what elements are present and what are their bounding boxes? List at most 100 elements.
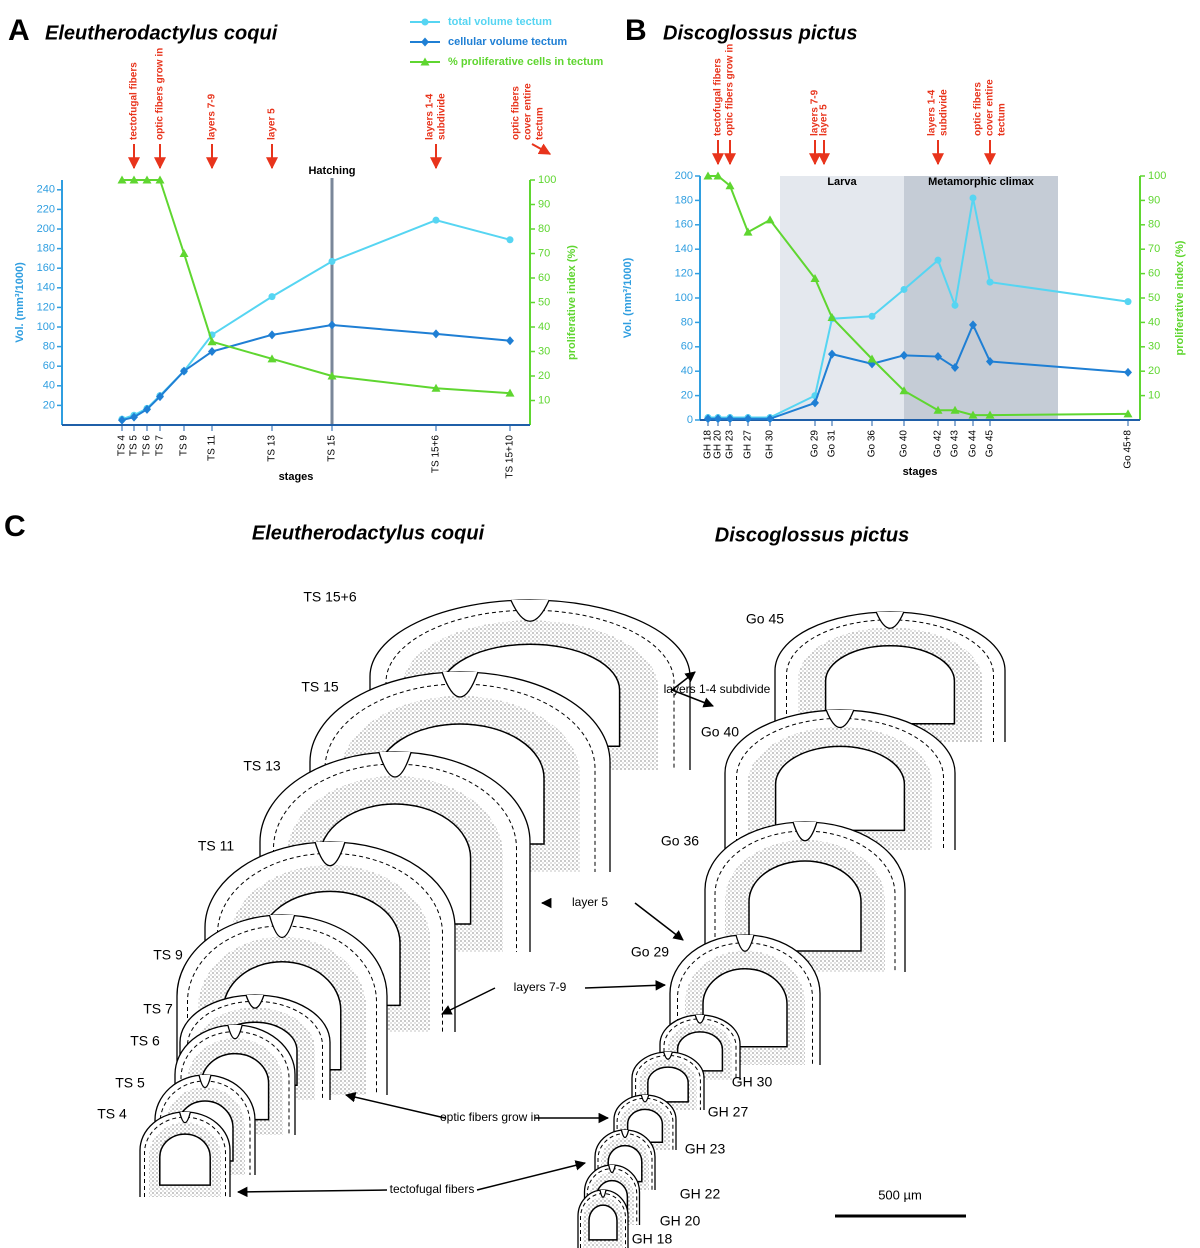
point [180, 366, 188, 376]
x-tick-label: GH 27 [743, 430, 754, 459]
section-layer [663, 1018, 737, 1080]
point [867, 354, 877, 363]
point [179, 249, 189, 257]
panel-letter: B [625, 14, 647, 47]
x-tick-label: TS 15+10 [505, 435, 516, 479]
scale-label: 500 µm [878, 1187, 922, 1202]
series-line [122, 179, 511, 395]
point [743, 227, 753, 236]
period-span [780, 176, 904, 420]
y2-tick-label: 40 [1148, 316, 1160, 328]
section-layer [786, 619, 994, 742]
y-tick-label: 140 [37, 282, 55, 294]
hatching-label: Hatching [308, 165, 355, 177]
y-tick-label: 80 [43, 341, 55, 353]
x-tick-label: Go 44 [968, 430, 979, 458]
y2-tick-label: 20 [538, 370, 550, 382]
y2-tick-label: 30 [1148, 341, 1160, 353]
section-notch [227, 1024, 243, 1040]
x-tick-label: GH 23 [725, 430, 736, 459]
y-tick-label: 40 [681, 365, 693, 377]
point [969, 194, 977, 202]
stage-label: TS 13 [243, 758, 281, 774]
event-label: layer 5 [267, 108, 278, 140]
event-label: tectofugal fibers [713, 58, 724, 136]
x-axis-label: stages [279, 471, 314, 483]
point [143, 404, 151, 414]
y2-tick-label: 20 [1148, 365, 1160, 377]
chart-title: Discoglossus pictus [663, 22, 858, 44]
brain-section [577, 1189, 629, 1248]
point [327, 371, 337, 380]
y-tick-label: 20 [43, 399, 55, 411]
annotation-arrow [344, 1092, 446, 1119]
section-notch [640, 1094, 650, 1103]
section-layer [635, 1054, 701, 1110]
x-tick-label: Go 42 [933, 430, 944, 458]
stage-label: GH 20 [660, 1213, 701, 1229]
y2-axis-label: proliferative index (%) [566, 245, 578, 360]
annotation-arrow [671, 671, 696, 691]
event-label: subdivide [437, 93, 448, 140]
annotation-label: tectofugal fibers [390, 1182, 475, 1196]
panel-letter: A [8, 14, 30, 47]
annotation-arrow [584, 980, 667, 991]
y2-tick-label: 50 [538, 296, 550, 308]
section-notch [599, 1189, 607, 1198]
period-span [904, 176, 1058, 420]
point [328, 257, 336, 265]
point [810, 273, 820, 282]
stage-label: TS 7 [143, 1001, 173, 1017]
point [968, 410, 978, 419]
x-tick-label: GH 30 [765, 430, 776, 459]
event-label: cover entire [985, 79, 996, 136]
point [506, 336, 514, 346]
y-tick-label: 140 [675, 243, 693, 255]
x-tick-label: TS 9 [179, 435, 190, 457]
annotation-label: optic fibers grow in [440, 1110, 540, 1124]
event-label: optic fibers grow in [725, 44, 736, 136]
point [726, 414, 734, 424]
y2-axis-label: proliferative index (%) [1174, 240, 1186, 355]
x-tick-label: Go 29 [810, 430, 821, 458]
point [744, 414, 752, 424]
point [208, 347, 216, 356]
stage-label: TS 6 [130, 1033, 160, 1049]
point [1124, 298, 1132, 306]
x-tick-label: Go 43 [950, 430, 961, 458]
point [828, 349, 836, 359]
section-title: Eleutherodactylus coqui [252, 522, 485, 544]
x-tick-label: Go 40 [899, 430, 910, 458]
point [1124, 367, 1132, 377]
section-notch [378, 751, 412, 778]
point [725, 181, 735, 190]
point [714, 414, 722, 424]
section-ventricle [824, 645, 956, 725]
point [207, 337, 217, 346]
y2-tick-label: 100 [538, 174, 556, 186]
y-tick-label: 80 [681, 316, 693, 328]
x-tick-label: TS 11 [207, 435, 218, 461]
point [1123, 409, 1133, 418]
stage-label: TS 5 [115, 1075, 145, 1091]
y-tick-label: 240 [37, 184, 55, 196]
stage-label: GH 27 [708, 1104, 749, 1120]
event-label: tectum [535, 107, 546, 140]
section-ventricle [588, 1204, 618, 1241]
event-label: tectum [997, 103, 1008, 136]
y-tick-label: 100 [675, 292, 693, 304]
y-tick-label: 160 [675, 219, 693, 231]
y-tick-label: 180 [675, 194, 693, 206]
legend-label: % proliferative cells in tectum [448, 56, 603, 68]
y2-tick-label: 80 [1148, 219, 1160, 231]
section-notch [510, 599, 550, 622]
y-tick-label: 60 [681, 341, 693, 353]
point [969, 320, 977, 330]
section-notch [792, 821, 818, 842]
section-notch [198, 1074, 212, 1089]
annotation-arrow [671, 689, 714, 708]
x-tick-label: TS 5 [129, 435, 140, 457]
x-axis-label: stages [903, 466, 938, 478]
point [268, 330, 276, 340]
point [986, 278, 994, 286]
